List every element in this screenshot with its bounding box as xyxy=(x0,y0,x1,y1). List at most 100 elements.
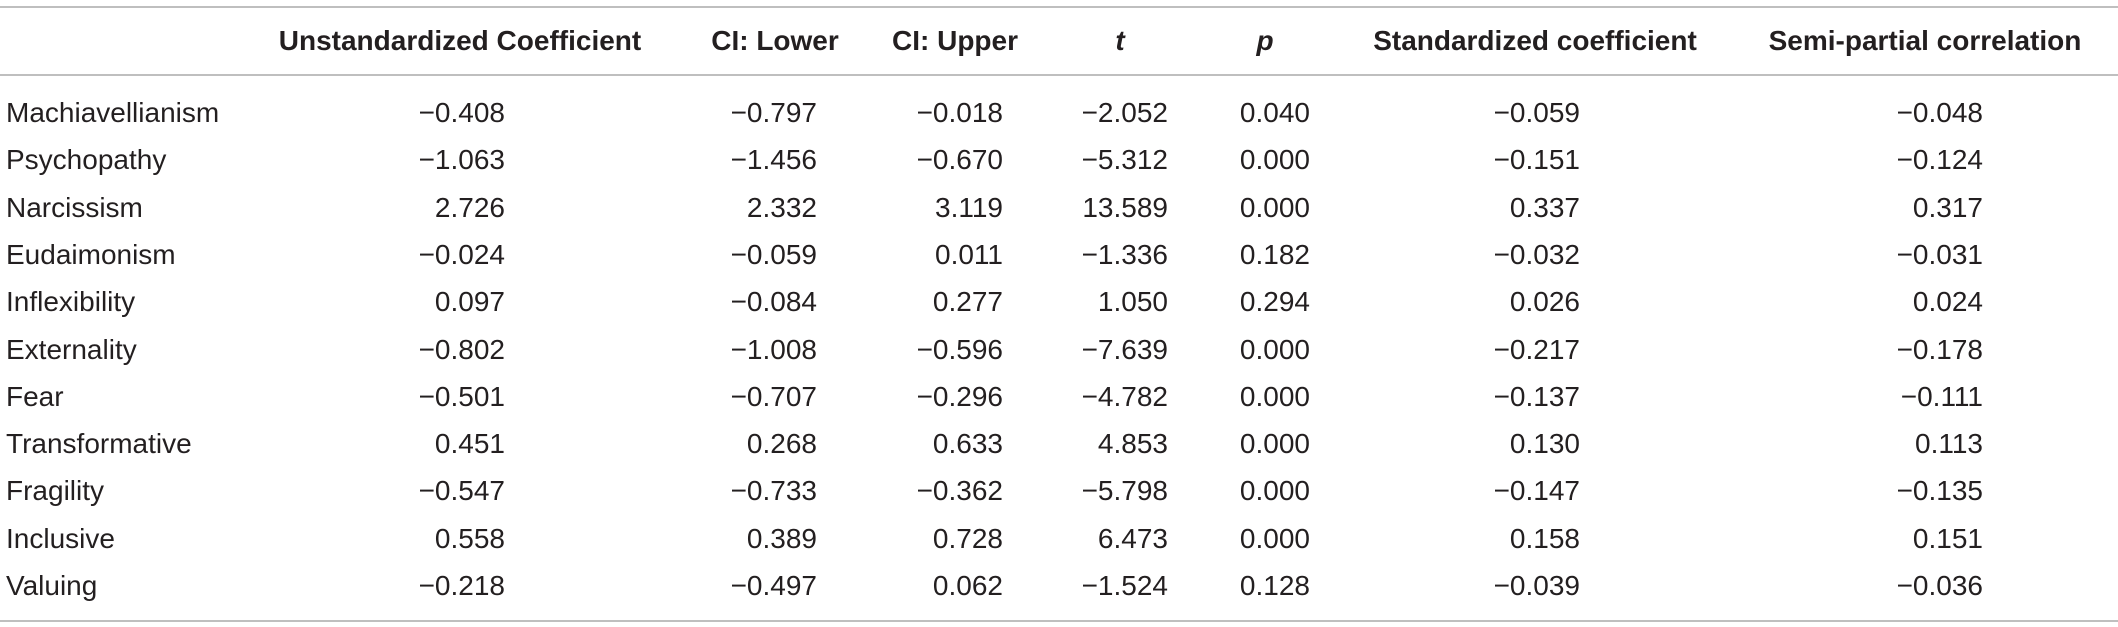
cell-row-label: Valuing xyxy=(6,570,98,601)
cell-row-label: Inflexibility xyxy=(6,286,136,318)
cell-t-value: −2.052 xyxy=(1081,97,1168,128)
cell-unstandardized-coefficient: 2.726 xyxy=(434,191,505,223)
cell-ci-upper: 3.119 xyxy=(935,191,1003,223)
cell-semi-partial-correlation: −0.031 xyxy=(1896,238,1983,270)
cell-p-value: 0.000 xyxy=(1239,522,1310,554)
cell-t-value: 13.589 xyxy=(1082,191,1168,223)
cell-ci-upper: −0.296 xyxy=(916,380,1003,412)
cell-semi-partial-correlation: −0.048 xyxy=(1896,97,1983,128)
cell-p-value: 0.128 xyxy=(1239,570,1310,601)
cell-t-value: −1.524 xyxy=(1081,570,1168,601)
table-row: Narcissism 2.726 2.332 3.119 13.589 0.000 0.33… xyxy=(0,184,2118,231)
cell-row-label: Inclusive xyxy=(6,522,115,554)
table-row: Externality −0.802 −1.008 −0.596 −7.639 0.000… xyxy=(0,326,2118,373)
cell-t-value: 1.050 xyxy=(1097,286,1168,318)
cell-row-label: Machiavellianism xyxy=(6,97,220,128)
cell-semi-partial-correlation: −0.124 xyxy=(1896,144,1983,176)
cell-ci-upper: 0.633 xyxy=(932,428,1003,460)
cell-ci-lower: −1.456 xyxy=(730,144,817,176)
cell-ci-upper: −0.018 xyxy=(916,97,1003,128)
cell-row-label: Transformative xyxy=(6,428,192,460)
cell-ci-lower: 2.332 xyxy=(746,191,817,223)
cell-standardized-coefficient: −0.217 xyxy=(1493,333,1580,365)
cell-ci-upper: 0.277 xyxy=(932,286,1003,318)
cell-ci-upper: −0.670 xyxy=(916,144,1003,176)
table-top-rule xyxy=(0,6,2118,8)
cell-t-value: −5.798 xyxy=(1081,475,1168,507)
table-bottom-rule xyxy=(0,620,2118,622)
cell-semi-partial-correlation: 0.151 xyxy=(1912,522,1983,554)
table-row: Inclusive 0.558 0.389 0.728 6.473 0.000 0.158 0… xyxy=(0,515,2118,562)
cell-t-value: 6.473 xyxy=(1097,522,1168,554)
cell-unstandardized-coefficient: −0.218 xyxy=(418,570,505,601)
table-row: Inflexibility 0.097 −0.084 0.277 1.050 0.294 0… xyxy=(0,278,2118,325)
cell-row-label: Externality xyxy=(6,333,137,365)
cell-standardized-coefficient: −0.137 xyxy=(1493,380,1580,412)
table-row: Machiavellianism −0.408 −0.797 −0.018 −2.052… xyxy=(0,89,2118,136)
cell-unstandardized-coefficient: −0.802 xyxy=(418,333,505,365)
cell-ci-lower: 0.268 xyxy=(746,428,817,460)
cell-ci-lower: −1.008 xyxy=(730,333,817,365)
cell-t-value: 4.853 xyxy=(1097,428,1168,460)
cell-ci-upper: 0.062 xyxy=(932,570,1003,601)
cell-unstandardized-coefficient: 0.451 xyxy=(434,428,505,460)
cell-unstandardized-coefficient: 0.558 xyxy=(434,522,505,554)
cell-ci-lower: −0.707 xyxy=(730,380,817,412)
table-row: Valuing −0.218 −0.497 0.062 −1.524 0.128 −0.03… xyxy=(0,562,2118,609)
cell-standardized-coefficient: −0.032 xyxy=(1493,238,1580,270)
cell-standardized-coefficient: 0.158 xyxy=(1509,522,1580,554)
header-unstandardized-coefficient: Unstandardized Coefficient xyxy=(278,25,642,56)
cell-standardized-coefficient: 0.337 xyxy=(1509,191,1580,223)
header-ci-lower: CI: Lower xyxy=(711,25,839,56)
cell-row-label: Eudaimonism xyxy=(6,238,176,270)
header-ci-upper: CI: Upper xyxy=(892,25,1018,56)
cell-p-value: 0.182 xyxy=(1239,238,1310,270)
cell-row-label: Narcissism xyxy=(6,191,143,223)
table-row: Fragility −0.547 −0.733 −0.362 −5.798 0.000 −0… xyxy=(0,467,2118,514)
table-row: Fear −0.501 −0.707 −0.296 −4.782 0.000 −0.137 −… xyxy=(0,373,2118,420)
cell-row-label: Fear xyxy=(6,380,64,412)
cell-ci-upper: 0.011 xyxy=(935,238,1003,270)
cell-unstandardized-coefficient: −0.408 xyxy=(418,97,505,128)
cell-ci-lower: −0.497 xyxy=(730,570,817,601)
header-t: t xyxy=(1115,25,1125,56)
cell-row-label: Fragility xyxy=(6,475,105,507)
cell-ci-lower: −0.733 xyxy=(730,475,817,507)
table-row: Eudaimonism −0.024 −0.059 0.011 −1.336 0.182 −… xyxy=(0,231,2118,278)
cell-t-value: −7.639 xyxy=(1081,333,1168,365)
cell-ci-lower: −0.797 xyxy=(730,97,817,128)
cell-semi-partial-correlation: −0.036 xyxy=(1896,570,1983,601)
cell-semi-partial-correlation: −0.111 xyxy=(1900,380,1983,412)
cell-unstandardized-coefficient: −0.024 xyxy=(418,238,505,270)
cell-unstandardized-coefficient: 0.097 xyxy=(434,286,505,318)
cell-p-value: 0.000 xyxy=(1239,428,1310,460)
cell-t-value: −4.782 xyxy=(1081,380,1168,412)
cell-standardized-coefficient: −0.151 xyxy=(1493,144,1580,176)
cell-ci-lower: −0.059 xyxy=(730,238,817,270)
cell-standardized-coefficient: −0.059 xyxy=(1493,97,1580,128)
header-p: p xyxy=(1256,25,1274,56)
cell-ci-upper: 0.728 xyxy=(932,522,1003,554)
cell-p-value: 0.000 xyxy=(1239,475,1310,507)
cell-ci-upper: −0.596 xyxy=(916,333,1003,365)
cell-unstandardized-coefficient: −1.063 xyxy=(418,144,505,176)
cell-unstandardized-coefficient: −0.501 xyxy=(418,380,505,412)
cell-p-value: 0.000 xyxy=(1239,333,1310,365)
cell-unstandardized-coefficient: −0.547 xyxy=(418,475,505,507)
cell-semi-partial-correlation: −0.135 xyxy=(1896,475,1983,507)
header-semi-partial-correlation: Semi-partial correlation xyxy=(1768,25,2082,56)
cell-semi-partial-correlation: −0.178 xyxy=(1896,333,1983,365)
cell-standardized-coefficient: −0.039 xyxy=(1493,570,1580,601)
table-row: Transformative 0.451 0.268 0.633 4.853 0.000 0… xyxy=(0,420,2118,467)
cell-ci-lower: −0.084 xyxy=(730,286,817,318)
cell-p-value: 0.000 xyxy=(1239,380,1310,412)
cell-row-label: Psychopathy xyxy=(6,144,167,176)
cell-p-value: 0.000 xyxy=(1239,144,1310,176)
cell-standardized-coefficient: 0.026 xyxy=(1509,286,1580,318)
cell-p-value: 0.040 xyxy=(1239,97,1310,128)
cell-semi-partial-correlation: 0.113 xyxy=(1915,428,1983,460)
header-standardized-coefficient: Standardized coefficient xyxy=(1373,25,1697,56)
table-row: Psychopathy −1.063 −1.456 −0.670 −5.312 0.000… xyxy=(0,136,2118,183)
cell-standardized-coefficient: −0.147 xyxy=(1493,475,1580,507)
